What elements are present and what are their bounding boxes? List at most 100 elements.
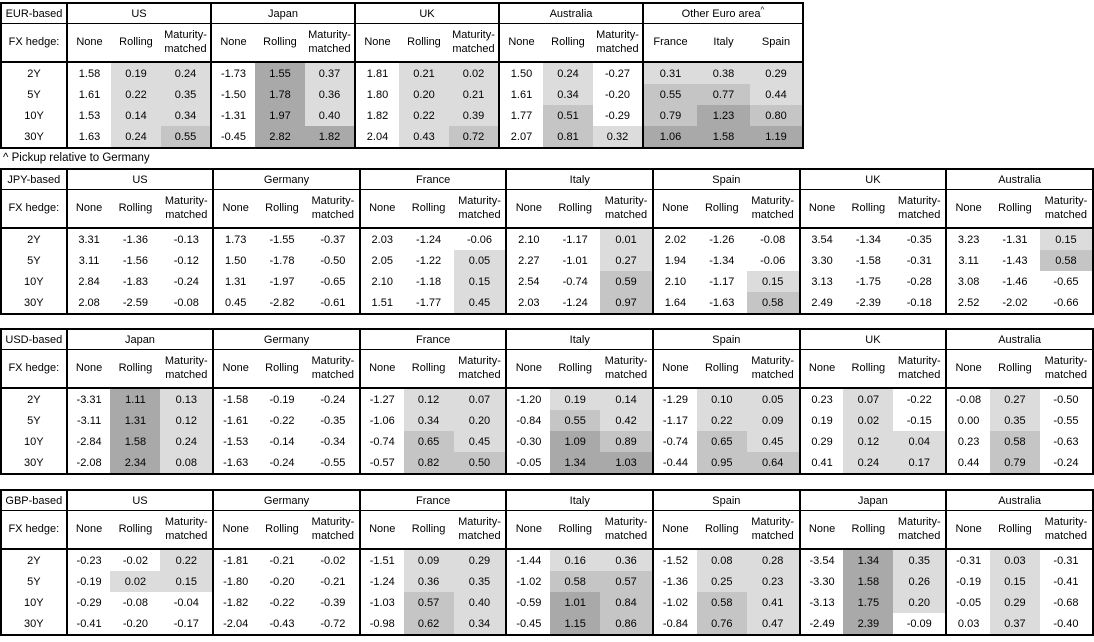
col-header: Rolling [550, 349, 601, 389]
value-cell: 0.20 [453, 410, 507, 431]
footnote-marker: ^ [760, 4, 765, 14]
value-cell: -1.24 [358, 571, 404, 592]
value-cell: 1.03 [600, 452, 654, 474]
value-cell: 0.45 [453, 292, 507, 314]
country-header: US [65, 490, 214, 511]
value-cell: 0.37 [990, 613, 1040, 635]
value-cell: -1.56 [122, 254, 148, 267]
value-cell: -1.77 [416, 296, 442, 309]
value-cell: -0.31 [906, 254, 932, 267]
country-header: Australia [945, 329, 1093, 350]
col-header: Maturity-matched [160, 510, 214, 550]
value-cell: 2.82 [255, 126, 305, 148]
value-cell: -1.17 [652, 410, 697, 431]
col-header: Rolling [696, 349, 747, 389]
value-cell: -1.97 [269, 275, 295, 288]
value-cell: 0.29 [750, 62, 803, 84]
value-cell: -0.44 [652, 452, 697, 474]
value-cell: 0.72 [449, 126, 499, 148]
value-cell: 0.58 [746, 292, 800, 314]
value-cell: -0.29 [604, 109, 631, 122]
value-cell: 3.30 [798, 250, 844, 271]
col-header: Rolling [696, 189, 747, 229]
value-cell: 0.29 [990, 592, 1040, 613]
col-header: Rolling [550, 510, 601, 550]
col-header: Rolling [403, 510, 454, 550]
col-header: None [798, 510, 844, 550]
table-section-usd: USD-based Japan Germany France Italy Spain UK A… [0, 328, 1094, 475]
value-cell: -0.17 [173, 617, 199, 630]
value-cell: -0.37 [320, 233, 346, 246]
value-cell: 0.22 [696, 410, 747, 431]
value-cell: -0.45 [210, 126, 255, 148]
col-header: Maturity-matched [453, 349, 507, 389]
value-cell: -1.24 [562, 296, 588, 309]
value-cell: 0.82 [403, 452, 454, 474]
country-header: UK [354, 3, 499, 24]
value-cell: 0.55 [642, 84, 697, 105]
value-cell: -1.63 [709, 296, 735, 309]
value-cell: 2.54 [505, 271, 551, 292]
value-cell: -0.74 [652, 431, 697, 452]
value-cell: -0.06 [466, 233, 493, 246]
col-header: Maturity-matched [453, 189, 507, 229]
country-header: France [358, 490, 507, 511]
value-cell: 0.42 [600, 410, 654, 431]
value-cell: -0.41 [1053, 575, 1079, 588]
col-header: Rolling [843, 510, 894, 550]
value-cell: -0.57 [358, 452, 404, 474]
value-cell: 0.57 [403, 592, 454, 613]
value-cell: 1.11 [110, 388, 161, 410]
value-cell: 0.55 [161, 126, 211, 148]
value-cell: 0.59 [600, 271, 654, 292]
value-cell: 0.28 [746, 549, 800, 571]
value-cell: 0.05 [453, 250, 507, 271]
value-cell: 0.24 [543, 62, 593, 84]
fx-hedge-label: FX hedge: [1, 189, 68, 229]
country-name: US [131, 7, 147, 20]
value-cell: -1.34 [709, 254, 735, 267]
pickup-table-eur: EUR-based US Japan UK Australia Other Euro ar… [0, 2, 804, 149]
value-cell: 1.50 [212, 250, 258, 271]
value-cell: 0.36 [403, 571, 454, 592]
value-cell: -0.24 [320, 393, 346, 406]
fx-hedge-label: FX hedge: [1, 349, 68, 389]
tenor-label: 5Y [1, 571, 68, 592]
tenor-label: 5Y [1, 84, 68, 105]
col-header: Rolling [403, 189, 454, 229]
tenor-label: 2Y [1, 62, 68, 84]
value-cell: -1.36 [652, 571, 697, 592]
country-header: Japan [65, 329, 214, 350]
country-name: UK [419, 7, 435, 20]
value-cell: 3.08 [945, 271, 991, 292]
country-name: UK [865, 173, 881, 186]
value-cell: 1.55 [255, 62, 305, 84]
col-header: None [798, 189, 844, 229]
value-cell: -1.52 [652, 549, 697, 571]
value-cell: 0.25 [696, 571, 747, 592]
tenor-row: 5Y 3.11 -1.56 -0.12 1.50 -1.78 -0.50 2.05 -1.22 0… [1, 250, 1093, 271]
value-cell: -0.28 [906, 275, 932, 288]
value-cell: -0.02 [320, 554, 346, 567]
value-cell: 2.02 [652, 228, 697, 250]
col-header: Italy [697, 23, 750, 63]
tenor-label: 5Y [1, 250, 68, 271]
col-header: Maturity-matched [160, 189, 214, 229]
value-cell: 0.20 [399, 84, 449, 105]
tenor-label: 10Y [1, 105, 68, 126]
value-cell: 0.32 [593, 126, 643, 148]
value-cell: -0.98 [358, 613, 404, 635]
value-cell: 1.81 [354, 62, 399, 84]
value-cell: 0.15 [1039, 228, 1093, 250]
value-cell: 1.80 [354, 84, 399, 105]
value-cell: -1.20 [505, 388, 551, 410]
value-cell: -0.45 [505, 613, 551, 635]
value-cell: 0.20 [893, 592, 947, 613]
value-cell: 0.22 [111, 84, 161, 105]
pickup-table-jpy: JPY-based US Germany France Italy Spain UK Aust… [0, 168, 1094, 315]
value-cell: 0.65 [696, 431, 747, 452]
value-cell: 0.24 [111, 126, 161, 148]
value-cell: 0.45 [746, 431, 800, 452]
value-cell: 2.10 [652, 271, 697, 292]
value-cell: -0.72 [320, 617, 346, 630]
